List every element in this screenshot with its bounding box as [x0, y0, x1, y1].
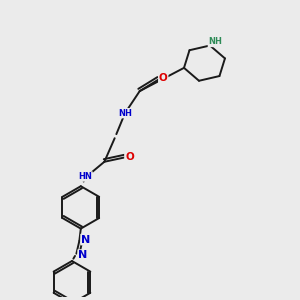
Text: N: N: [78, 250, 88, 260]
Text: NH: NH: [208, 38, 222, 46]
Text: N: N: [81, 235, 90, 244]
Text: NH: NH: [118, 109, 132, 118]
Text: HN: HN: [78, 172, 92, 181]
Text: O: O: [159, 73, 168, 83]
Text: O: O: [125, 152, 134, 162]
